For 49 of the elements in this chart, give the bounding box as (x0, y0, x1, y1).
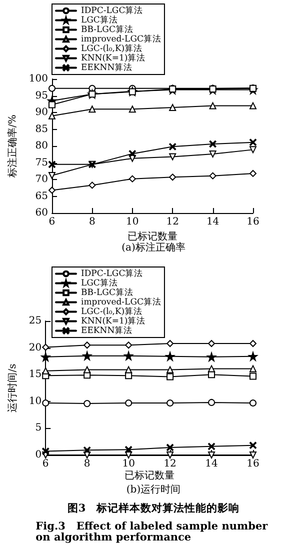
legend-label: improved-LGC算法 (81, 33, 162, 44)
y-tick-label: 90 (35, 107, 48, 118)
legend-label: KNN(K=1)算法 (81, 315, 146, 326)
legend-label: EEKNN算法 (81, 62, 133, 73)
y-tick-label: 25 (28, 316, 42, 326)
y-tick-label: 65 (35, 190, 48, 202)
y-tick-label: 15 (28, 369, 42, 380)
x-tick-label: 12 (164, 458, 176, 470)
x-tick-label: 16 (246, 216, 260, 228)
y-tick-label: 85 (35, 124, 48, 135)
y-tick-label: 60 (35, 208, 48, 218)
caption: Fig.3 Effect of labeled sample number on algorithm performance (36, 520, 272, 544)
x-tick-label: 10 (122, 458, 135, 470)
legend-label: KNN(K=1)算法 (81, 52, 146, 64)
y-tick-label: 100 (28, 74, 48, 84)
x-tick-label: 10 (126, 216, 139, 228)
x-axis-title: 已标记数量 (127, 230, 178, 242)
legend-label: IDPC-LGC算法 (81, 4, 144, 16)
legend-label: LGC算法 (81, 14, 118, 26)
y-axis-title: 运行时间/s (6, 364, 18, 412)
y-tick-label: 75 (35, 157, 48, 168)
x-tick-label: 6 (48, 216, 56, 228)
legend-label: BB-LGC算法 (81, 24, 134, 35)
y-tick-label: 80 (35, 140, 48, 152)
legend-label: IDPC-LGC算法 (81, 268, 144, 279)
y-tick-label: 0 (35, 450, 42, 460)
y-axis-title: 标注正确率/% (6, 114, 18, 178)
legend-label: EEKNN算法 (81, 324, 133, 336)
legend-label: improved-LGC算法 (81, 296, 162, 308)
legend-label: LGC-(l₀,K)算法 (81, 42, 143, 54)
text: (a)标注正确率 (122, 242, 186, 254)
legend-label: LGC算法 (81, 277, 118, 288)
x-tick-label: 6 (42, 458, 49, 470)
y-tick-label: 5 (35, 422, 42, 434)
x-tick-label: 12 (166, 216, 179, 228)
x-tick-label: 8 (84, 458, 90, 470)
y-tick-label: 70 (35, 174, 48, 185)
legend-label: BB-LGC算法 (81, 286, 134, 298)
text: (b)运行时间 (126, 484, 181, 496)
x-tick-label: 14 (205, 458, 218, 470)
x-tick-label: 8 (89, 216, 96, 228)
y-tick-label: 10 (28, 396, 42, 407)
caption: 图3 标记样本数对算法性能的影响 (67, 502, 240, 514)
x-axis-title: 已标记数量 (124, 470, 174, 482)
x-tick-label: 16 (246, 458, 260, 470)
legend-label: LGC-(l₀,K)算法 (81, 306, 143, 317)
x-tick-label: 14 (206, 216, 220, 228)
y-tick-label: 95 (35, 90, 48, 102)
y-tick-label: 20 (28, 342, 42, 354)
